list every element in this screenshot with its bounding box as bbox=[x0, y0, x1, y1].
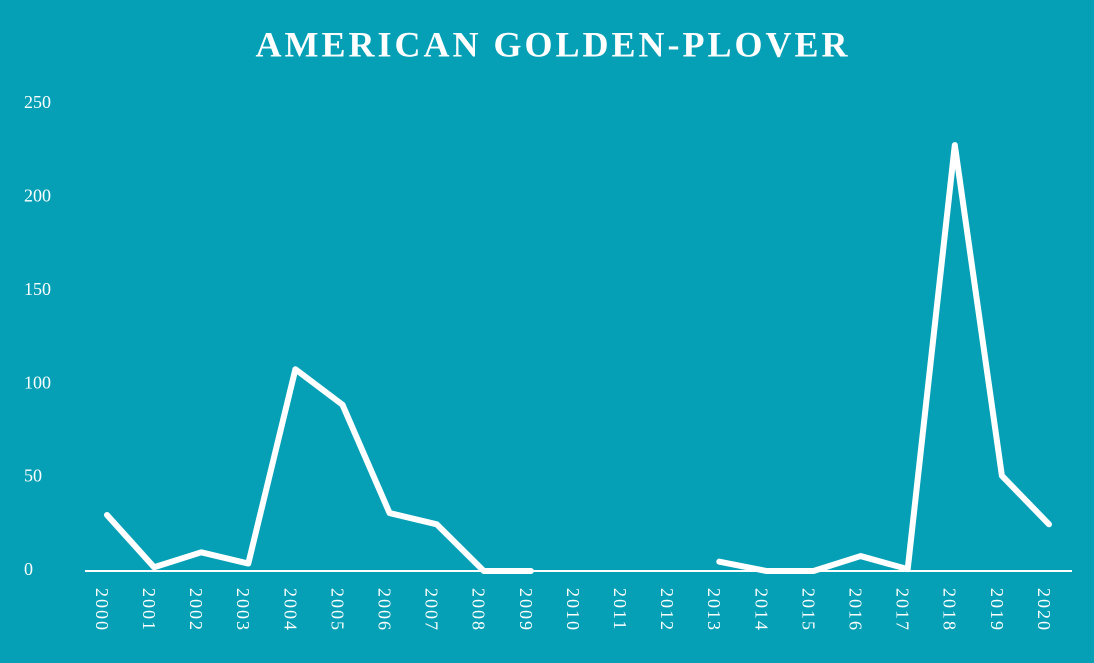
chart-title: AMERICAN GOLDEN-PLOVER bbox=[255, 24, 850, 64]
x-tick-label: 2016 bbox=[845, 588, 865, 632]
x-tick-label: 2018 bbox=[940, 588, 960, 632]
x-tick-label: 2017 bbox=[893, 588, 913, 632]
x-tick-label: 2008 bbox=[469, 588, 489, 632]
x-tick-label: 2006 bbox=[374, 588, 394, 632]
y-tick-label: 200 bbox=[24, 186, 51, 206]
x-tick-label: 2005 bbox=[327, 588, 347, 632]
x-tick-label: 2013 bbox=[704, 588, 724, 632]
x-tick-label: 2002 bbox=[186, 588, 206, 632]
x-tick-label: 2012 bbox=[657, 588, 677, 632]
y-tick-label: 50 bbox=[24, 466, 42, 486]
y-tick-label: 100 bbox=[24, 372, 51, 392]
x-tick-label: 2015 bbox=[798, 588, 818, 632]
x-tick-label: 2004 bbox=[280, 588, 300, 632]
x-tick-label: 2011 bbox=[610, 588, 630, 631]
x-tick-label: 2020 bbox=[1034, 588, 1054, 632]
data-line bbox=[104, 142, 1052, 574]
y-tick-label: 250 bbox=[24, 92, 51, 112]
y-tick-label: 0 bbox=[24, 559, 33, 579]
x-tick-label: 2001 bbox=[139, 588, 159, 632]
y-tick-label: 150 bbox=[24, 279, 51, 299]
x-tick-label: 2010 bbox=[563, 588, 583, 632]
x-tick-label: 2014 bbox=[751, 588, 771, 632]
x-tick-label: 2000 bbox=[92, 588, 112, 632]
x-tick-label: 2007 bbox=[422, 588, 442, 632]
x-tick-label: 2009 bbox=[516, 588, 536, 632]
x-tick-label: 2003 bbox=[233, 588, 253, 632]
x-tick-label: 2019 bbox=[987, 588, 1007, 632]
